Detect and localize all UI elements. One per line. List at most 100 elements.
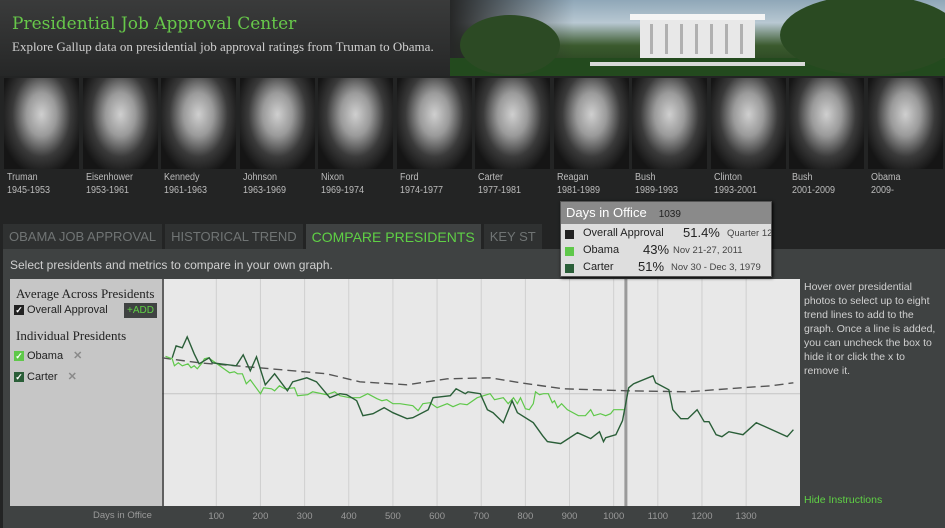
president-years: 1974-1977 (399, 185, 443, 196)
president-name: Nixon (321, 172, 345, 183)
president-name: Reagan (556, 172, 589, 183)
legend-swatch (565, 247, 574, 256)
remove-obama-icon[interactable]: ✕ (73, 350, 83, 362)
president-photo[interactable] (632, 78, 707, 169)
president-photo[interactable] (318, 78, 393, 169)
president-photo[interactable] (710, 78, 786, 169)
hover-tooltip: Days in Office 1039 Overall Approval 51.4%… (560, 201, 772, 277)
tooltip-value: 43% (643, 242, 670, 257)
checkbox-checked-icon[interactable]: ✓ (14, 305, 24, 315)
obama-label: Obama (27, 349, 64, 362)
header: Presidential Job Approval Center Explore… (0, 0, 945, 76)
president-name: Eisenhower (85, 172, 133, 183)
x-tick-label: 400 (340, 511, 357, 522)
president-years: 2001-2009 (792, 185, 836, 196)
tooltip-series-label: Overall Approval (583, 227, 664, 239)
tooltip-date: Nov 30 - Dec 3, 1979 (671, 262, 761, 273)
president-years: 1977-1981 (478, 185, 522, 196)
x-tick-label: 800 (517, 511, 534, 522)
tab-historical-trend[interactable]: HISTORICAL TREND (165, 224, 303, 249)
overall-approval-label: Overall Approval (27, 304, 108, 316)
add-button[interactable]: +ADD (124, 303, 157, 318)
white-house-banner-image (450, 0, 945, 76)
president-years: 1963-1969 (242, 185, 286, 196)
x-tick-label: 200 (252, 511, 269, 522)
president-photo[interactable] (789, 78, 864, 169)
checkbox-checked-icon[interactable]: ✓ (14, 350, 24, 361)
president-card[interactable]: Truman 1945-1953 (4, 78, 79, 196)
president-card[interactable]: Johnson 1963-1969 (239, 78, 315, 196)
president-photo[interactable] (475, 78, 550, 169)
legend-swatch (565, 230, 574, 239)
president-name: Bush (792, 172, 813, 183)
tab-key-statistics[interactable]: KEY ST (483, 224, 542, 249)
president-years: 1993-2001 (713, 185, 757, 196)
tooltip-row: Overall Approval 51.4% Quarter 12 (565, 225, 773, 243)
president-years: 1953-1961 (85, 185, 129, 196)
president-years: 1945-1953 (7, 185, 51, 196)
series-line-overall-approval (162, 357, 794, 393)
president-card[interactable]: Kennedy 1961-1963 (161, 78, 236, 196)
president-name: Truman (7, 172, 38, 183)
x-tick-label: 1200 (691, 511, 713, 522)
president-years: 1981-1989 (556, 185, 600, 196)
checkbox-checked-icon[interactable]: ✓ (14, 371, 24, 382)
x-tick-label: 1300 (735, 511, 757, 522)
president-name: Ford (399, 172, 419, 183)
president-name: Kennedy (164, 172, 200, 183)
tooltip-row: Carter 51% Nov 30 - Dec 3, 1979 (565, 259, 770, 277)
president-card[interactable]: Ford 1974-1977 (396, 78, 472, 196)
president-name: Obama (870, 172, 901, 183)
president-card[interactable]: Nixon 1969-1974 (318, 78, 393, 196)
president-photo[interactable] (4, 78, 79, 169)
president-photo[interactable] (82, 78, 158, 169)
page-subtitle: Explore Gallup data on presidential job … (12, 39, 434, 54)
president-card[interactable]: Eisenhower 1953-1961 (82, 78, 158, 196)
president-years: 1989-1993 (635, 185, 679, 196)
tooltip-date: Nov 21-27, 2011 (673, 245, 743, 256)
president-card[interactable]: Carter 1977-1981 (475, 78, 550, 196)
series-line-obama (165, 355, 624, 417)
tooltip-value: 51% (638, 259, 665, 274)
president-name: Bush (635, 172, 656, 183)
obama-series-toggle[interactable]: ✓ Obama ✕ (14, 349, 82, 362)
tab-obama-job-approval[interactable]: OBAMA JOB APPROVAL (3, 224, 163, 249)
tab-compare-presidents[interactable]: COMPARE PRESIDENTS (305, 224, 481, 249)
help-text: Hover over presidential photos to select… (804, 281, 936, 377)
x-tick-label: 300 (296, 511, 313, 522)
tooltip-date: Quarter 12 (727, 228, 773, 239)
hide-instructions-link[interactable]: Hide Instructions (804, 494, 883, 506)
remove-carter-icon[interactable]: ✕ (67, 371, 77, 383)
comparison-chart[interactable] (162, 279, 800, 506)
series-selector-panel: Average Across Presidents ✓ Overall Appr… (10, 279, 162, 506)
legend-swatch (565, 264, 574, 273)
tooltip-header: Days in Office 1039 (561, 202, 771, 224)
president-card[interactable]: Clinton 1993-2001 (710, 78, 786, 196)
president-card[interactable]: Bush 1989-1993 (632, 78, 707, 196)
president-years: 2009- (870, 185, 894, 196)
president-photo[interactable] (161, 78, 236, 169)
x-tick-label: 900 (561, 511, 578, 522)
president-years: 1969-1974 (321, 185, 365, 196)
x-tick-label: 500 (384, 511, 401, 522)
president-photo[interactable] (867, 78, 943, 169)
president-card[interactable]: Bush 2001-2009 (789, 78, 864, 196)
tooltip-day: 1039 (658, 209, 681, 220)
president-card[interactable]: Obama 2009- (867, 78, 943, 196)
overall-approval-toggle[interactable]: ✓ Overall Approval (14, 304, 108, 316)
president-name: Johnson (242, 172, 277, 183)
president-years: 1961-1963 (164, 185, 208, 196)
president-name: Carter (478, 172, 504, 183)
x-tick-label: 1100 (647, 511, 669, 522)
instruction-text: Select presidents and metrics to compare… (10, 258, 333, 272)
x-axis-label: Days in Office (93, 510, 152, 521)
tab-bar: OBAMA JOB APPROVAL HISTORICAL TREND COMP… (3, 224, 545, 249)
president-photo[interactable] (396, 78, 472, 169)
president-photo[interactable] (553, 78, 629, 169)
carter-series-toggle[interactable]: ✓ Carter ✕ (14, 370, 77, 383)
tooltip-series-label: Carter (583, 261, 614, 273)
x-tick-label: 1000 (603, 511, 625, 522)
president-photo[interactable] (239, 78, 315, 169)
president-card[interactable]: Reagan 1981-1989 (553, 78, 629, 196)
individual-heading: Individual Presidents (16, 328, 127, 343)
